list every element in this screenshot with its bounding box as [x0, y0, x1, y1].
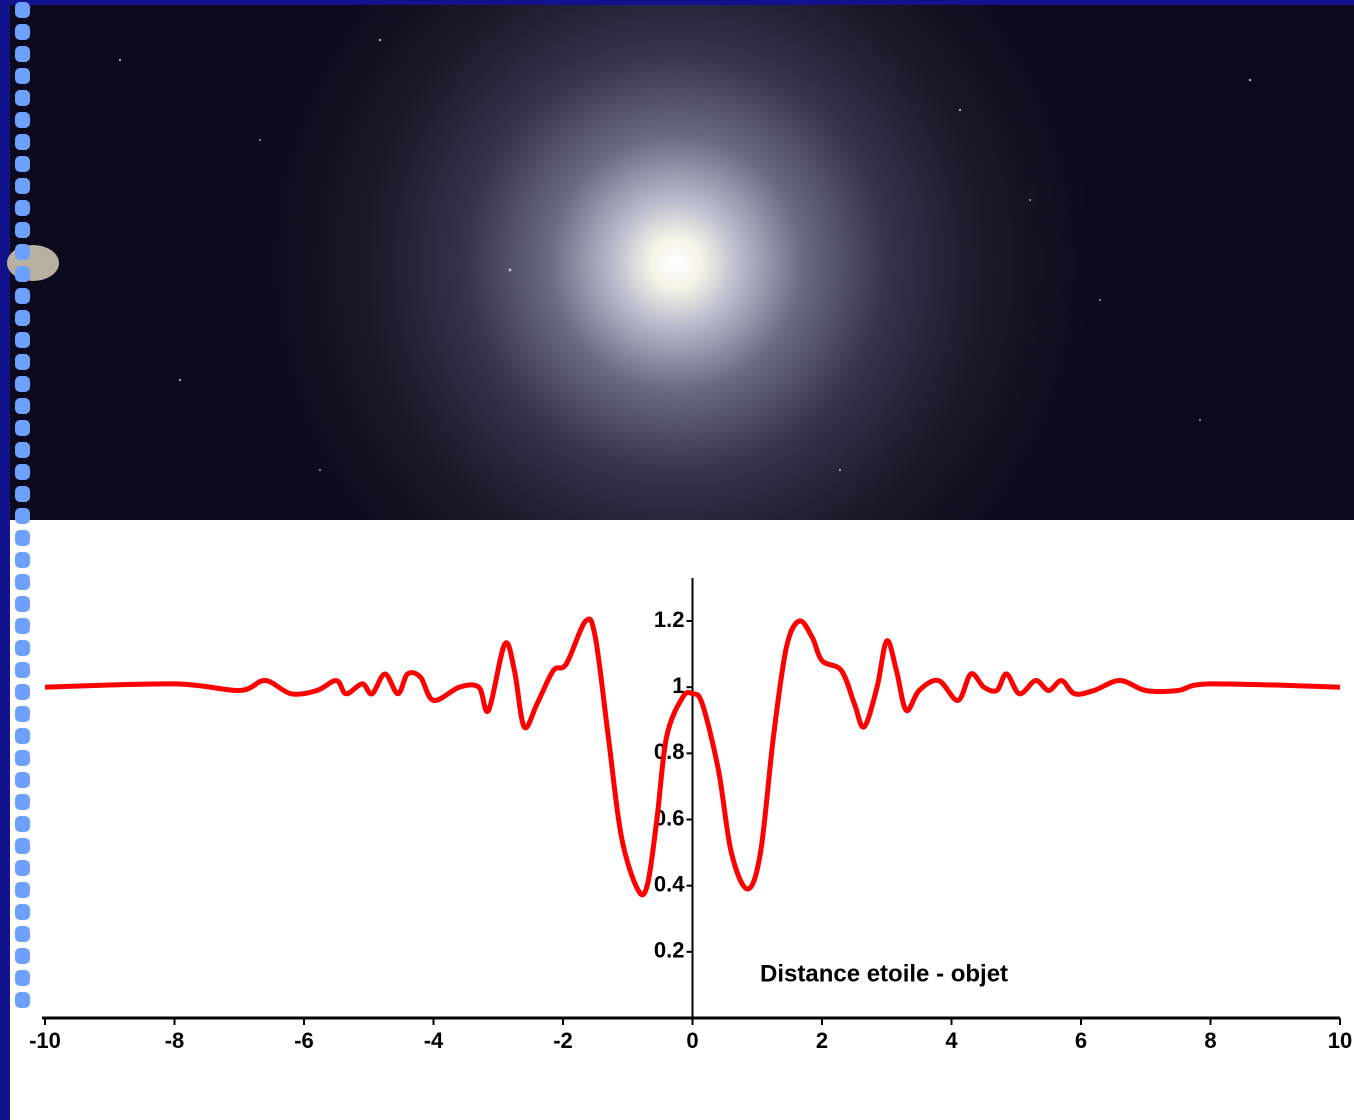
- x-tick-label: 0: [686, 1028, 698, 1053]
- x-tick-label: -2: [553, 1028, 573, 1053]
- y-tick-label: 0.4: [654, 871, 685, 896]
- star-glow: [10, 5, 1354, 520]
- asteroid: [7, 245, 59, 281]
- x-tick-label: 8: [1204, 1028, 1216, 1053]
- data-line: [44, 616, 1341, 898]
- x-tick-label: -4: [424, 1028, 444, 1053]
- x-tick-label: -8: [165, 1028, 185, 1053]
- x-tick-label: 4: [945, 1028, 958, 1053]
- x-tick-label: -6: [294, 1028, 314, 1053]
- annotation: Distance etoile - objet: [760, 960, 1008, 987]
- x-tick-label: 2: [816, 1028, 828, 1053]
- x-tick-label: -10: [29, 1028, 61, 1053]
- plot-background: [10, 520, 1354, 1120]
- stars: [118, 38, 1252, 472]
- x-tick-label: 6: [1075, 1028, 1087, 1053]
- y-tick-label: 1.2: [654, 607, 685, 632]
- y-tick-label: 0.2: [654, 938, 685, 963]
- y-tick-label: 1: [672, 673, 684, 698]
- y-tick-label: 0.8: [654, 739, 685, 764]
- x-tick-label: 10: [1328, 1028, 1352, 1053]
- dashed-strip: [15, 2, 30, 1008]
